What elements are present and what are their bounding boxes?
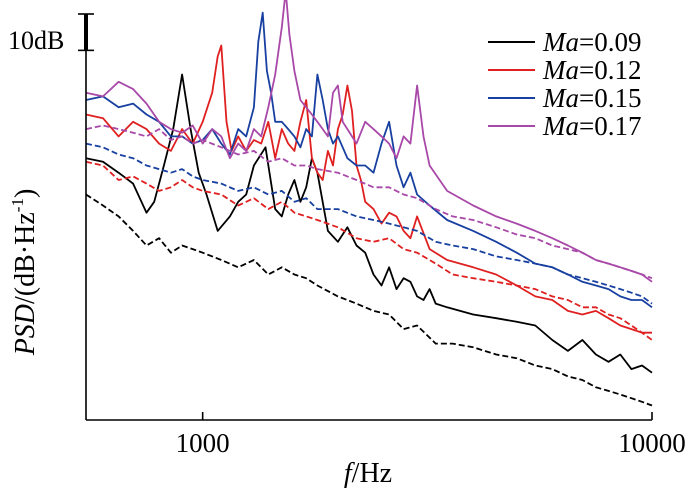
y-axis-label: PSD/(dB·Hz-1)	[8, 189, 41, 357]
x-tick-label-0: 1000	[176, 428, 230, 458]
series-line-7	[85, 124, 653, 280]
series-line-2	[85, 11, 653, 309]
series-line-6	[85, 142, 653, 305]
legend-label-0: Ma=0.09	[542, 27, 641, 57]
series-line-5	[85, 160, 653, 341]
y-axis-label-italic: PSD	[10, 304, 41, 356]
series-line-4	[85, 193, 653, 407]
x-ticks: 1000 10000	[176, 412, 686, 458]
x-tick-label-1: 10000	[618, 428, 686, 458]
y-axis-label-close: )	[10, 189, 41, 198]
db-scale-bar: 10dB	[8, 13, 94, 55]
y-axis-label-unit: /(dB·Hz	[10, 212, 41, 304]
series-line-1	[85, 44, 652, 334]
series-line-0	[85, 73, 653, 374]
scale-bar-label: 10dB	[8, 26, 64, 55]
legend-label-2: Ma=0.15	[542, 83, 641, 113]
y-axis-label-sup: -1	[8, 198, 27, 212]
series-layer	[85, 0, 653, 407]
x-axis-label-italic: f	[344, 458, 355, 489]
legend-label-3: Ma=0.17	[542, 111, 641, 141]
series-line-3	[85, 0, 653, 283]
x-axis-label: f/Hz	[344, 458, 392, 489]
legend-label-1: Ma=0.12	[542, 55, 641, 85]
x-axis-label-unit: /Hz	[352, 458, 392, 489]
